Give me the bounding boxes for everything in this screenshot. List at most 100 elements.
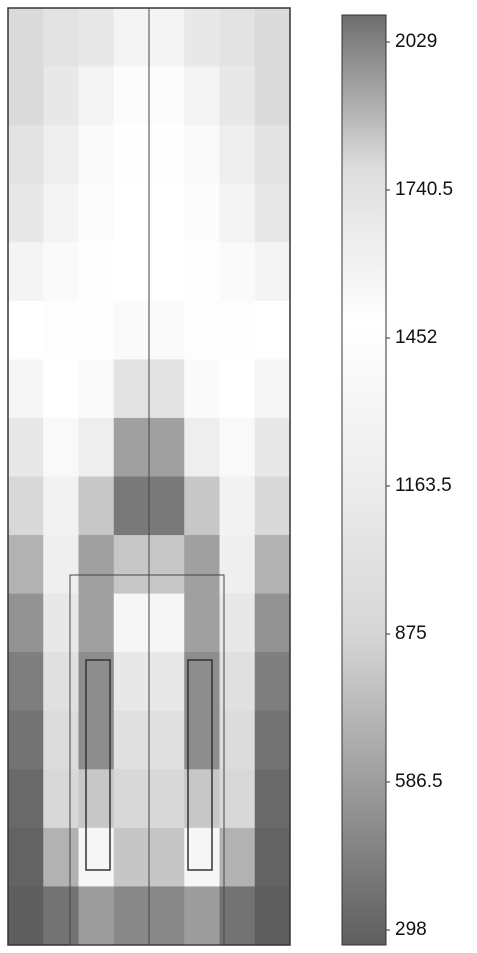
- heat-cell: [78, 183, 115, 243]
- heat-cell: [254, 359, 291, 419]
- heat-cell: [43, 535, 79, 595]
- heat-cell: [254, 593, 291, 653]
- heat-cell: [184, 125, 220, 185]
- heat-cell: [8, 476, 44, 536]
- heat-cell: [8, 769, 44, 829]
- heat-cell: [149, 535, 185, 595]
- heat-cell: [8, 593, 44, 653]
- heat-cell: [8, 417, 44, 477]
- heat-cell: [78, 886, 115, 946]
- heat-cell: [254, 652, 291, 712]
- heat-cell: [113, 359, 150, 419]
- heat-cell: [149, 886, 185, 946]
- heat-cell: [219, 886, 256, 946]
- heat-cell: [113, 8, 150, 68]
- heat-cell: [254, 769, 291, 829]
- heat-cell: [113, 652, 150, 712]
- heat-cell: [113, 710, 150, 770]
- heat-cell: [78, 8, 115, 68]
- heat-cell: [149, 359, 185, 419]
- heat-cell: [78, 242, 115, 302]
- heat-cell: [219, 827, 256, 887]
- heat-cell: [184, 769, 220, 829]
- heat-cell: [43, 125, 79, 185]
- heat-cell: [184, 710, 220, 770]
- heat-cell: [149, 66, 185, 126]
- heat-cell: [184, 183, 220, 243]
- colorbar-tick-label: 2029: [395, 31, 437, 52]
- colorbar: [341, 14, 387, 946]
- heat-cell: [254, 535, 291, 595]
- heat-cell: [113, 183, 150, 243]
- heat-cell: [219, 652, 256, 712]
- heat-cell: [254, 886, 291, 946]
- heat-cell: [184, 359, 220, 419]
- heat-cell: [149, 417, 185, 477]
- heat-cell: [8, 300, 44, 360]
- heat-cell: [219, 535, 256, 595]
- heat-cell: [184, 827, 220, 887]
- heat-cell: [43, 827, 79, 887]
- heat-cell: [8, 8, 44, 68]
- heat-cell: [219, 8, 256, 68]
- burner-outline: [69, 574, 225, 946]
- colorbar-tick-label: 1452: [395, 327, 437, 348]
- heat-cell: [43, 476, 79, 536]
- heat-cell: [184, 535, 220, 595]
- heat-cell: [8, 125, 44, 185]
- heat-cell: [43, 183, 79, 243]
- heat-cell: [254, 242, 291, 302]
- heat-cell: [113, 886, 150, 946]
- heat-cell: [219, 300, 256, 360]
- heat-cell: [8, 183, 44, 243]
- heat-cell: [78, 300, 115, 360]
- heat-cell: [113, 593, 150, 653]
- heat-cell: [254, 8, 291, 68]
- colorbar-tick-label: 875: [395, 623, 427, 644]
- heat-cell: [219, 66, 256, 126]
- heat-cell: [149, 593, 185, 653]
- heat-cell: [78, 359, 115, 419]
- heat-cell: [149, 710, 185, 770]
- heat-cell: [113, 769, 150, 829]
- heat-cell: [113, 476, 150, 536]
- heat-cell: [113, 125, 150, 185]
- heat-cell: [78, 827, 115, 887]
- colorbar-tick-label: 586.5: [395, 771, 443, 792]
- heat-cell: [113, 300, 150, 360]
- heat-cell: [43, 8, 79, 68]
- heat-cell: [8, 359, 44, 419]
- heat-cell: [254, 66, 291, 126]
- heat-cell: [78, 125, 115, 185]
- heat-cell: [149, 769, 185, 829]
- heat-cell: [149, 300, 185, 360]
- heat-cell: [8, 66, 44, 126]
- heat-cell: [78, 710, 115, 770]
- heat-cell: [219, 359, 256, 419]
- heat-cell: [219, 476, 256, 536]
- heat-cell: [113, 827, 150, 887]
- heat-cell: [113, 417, 150, 477]
- heat-cell: [8, 886, 44, 946]
- heat-cell: [219, 242, 256, 302]
- heat-cell: [8, 535, 44, 595]
- heat-cell: [254, 300, 291, 360]
- heat-cell: [254, 476, 291, 536]
- heat-cell: [254, 125, 291, 185]
- heat-cell: [254, 417, 291, 477]
- heat-cell: [78, 769, 115, 829]
- heat-cell: [43, 886, 79, 946]
- heat-cell: [219, 183, 256, 243]
- heat-cell: [184, 242, 220, 302]
- heat-cell: [149, 827, 185, 887]
- heat-cell: [149, 183, 185, 243]
- heat-cell: [219, 710, 256, 770]
- heat-cell: [43, 417, 79, 477]
- burner-wall: [187, 659, 213, 871]
- heat-cell: [184, 652, 220, 712]
- heat-cell: [43, 242, 79, 302]
- heat-cell: [149, 652, 185, 712]
- heat-cell: [8, 710, 44, 770]
- colorbar-tick-label: 1740.5: [395, 179, 453, 200]
